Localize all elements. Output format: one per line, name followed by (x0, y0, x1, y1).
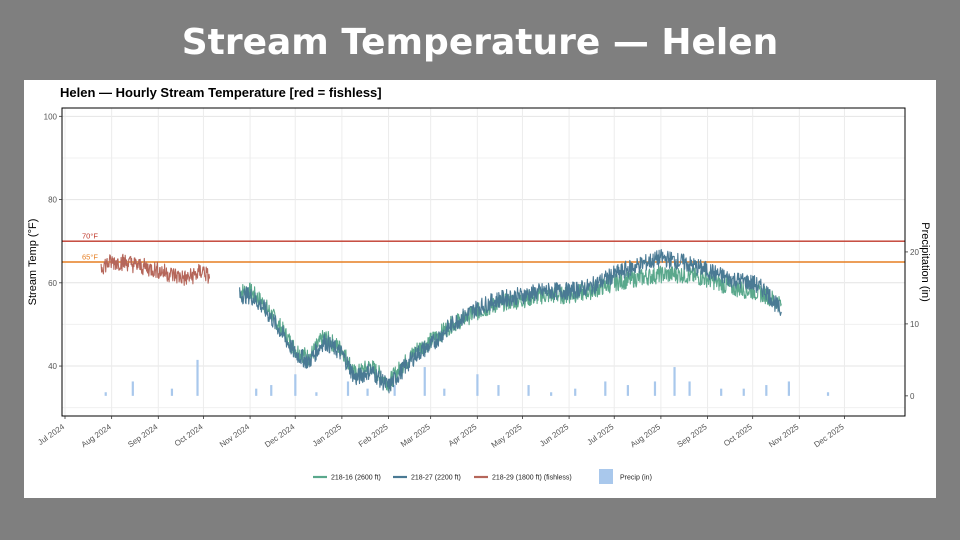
x-tick-label: Feb 2025 (357, 422, 390, 449)
precip-bar (527, 385, 530, 396)
precip-bar (550, 392, 553, 396)
precip-bar (497, 385, 500, 396)
precip-bar (423, 367, 426, 396)
x-tick-label: Oct 2024 (173, 422, 205, 448)
precip-bar (346, 381, 350, 396)
y-axis-title: Stream Temp (°F) (27, 219, 39, 306)
precip-bar (170, 388, 174, 396)
precip-bar (393, 385, 396, 396)
precip-bar (720, 388, 723, 396)
x-tick-label: Dec 2024 (263, 422, 297, 449)
y2-tick-label: 10 (910, 320, 919, 329)
y2-tick-label: 20 (910, 248, 919, 257)
reference-lines: 70°F 65°F (62, 232, 905, 263)
y-tick-label: 40 (48, 362, 57, 371)
x-tick-label: Nov 2025 (767, 422, 801, 449)
precip-bar (688, 381, 691, 396)
precip-bar (626, 385, 629, 396)
series-line (239, 249, 782, 394)
plot-border (61, 107, 906, 417)
series-line (100, 253, 211, 286)
x-tick-label: Sep 2025 (675, 422, 709, 449)
x-tick-label: Aug 2024 (80, 422, 114, 449)
x-tick-label: Mar 2025 (399, 422, 432, 449)
precip-bar (294, 374, 297, 396)
x-tick-label: May 2025 (490, 422, 524, 450)
legend-label: 218-16 (2600 ft) (331, 475, 381, 482)
x-tick-label: Apr 2025 (447, 422, 479, 448)
x-tick-label: Jan 2025 (311, 422, 344, 449)
precip-bar (366, 388, 369, 396)
legend-label: 218-27 (2200 ft) (411, 475, 461, 482)
legend: 218-16 (2600 ft) 218-27 (2200 ft) 218-29 (… (313, 469, 652, 484)
legend-label: Precip (in) (620, 475, 652, 482)
x-tick-label: Jul 2024 (36, 422, 66, 447)
slide-title: Stream Temperature — Helen (181, 22, 779, 63)
y2-tick-label: 0 (910, 392, 915, 401)
reference-line-label: 65°F (82, 253, 98, 262)
precip-bar (196, 359, 199, 396)
legend-swatch (599, 469, 613, 484)
x-tick-label: Aug 2025 (629, 422, 663, 449)
precip-bar (104, 392, 107, 396)
precip-bar (255, 388, 258, 396)
reference-line-label: 70°F (82, 232, 98, 241)
x-tick-label: Oct 2025 (722, 422, 754, 448)
x-tick-label: Dec 2025 (812, 422, 846, 449)
x-tick-label: Jul 2025 (585, 422, 615, 447)
precip-bar (131, 381, 134, 396)
y-tick-label: 60 (48, 279, 57, 288)
x-tick-label: Jun 2025 (538, 422, 571, 449)
y-tick-label: 100 (44, 112, 58, 121)
series-line (239, 265, 782, 392)
precip-bar (315, 392, 318, 396)
precip-bar (653, 381, 657, 396)
precip-bar (742, 388, 745, 396)
y-tick-label: 80 (48, 196, 57, 205)
precip-bar (270, 385, 273, 396)
chart-panel: 70°F 65°F 40 60 80 100 0 10 20 Jul 2024 Aug 2024 S… (24, 80, 936, 498)
precip-bar (574, 388, 577, 396)
precip-bar (765, 385, 768, 396)
chart-title: Helen — Hourly Stream Temperature [red =… (60, 85, 382, 100)
precip-bar (476, 374, 479, 396)
series-lines (100, 249, 782, 394)
chart-canvas: 70°F 65°F 40 60 80 100 0 10 20 Jul 2024 Aug 2024 S… (27, 107, 931, 484)
x-tick-label: Sep 2024 (126, 422, 160, 449)
precip-bar (443, 388, 446, 396)
y2-axis-title: Precipitation (in) (919, 222, 931, 301)
precip-bar (673, 367, 676, 396)
precip-bar (787, 381, 790, 396)
x-tick-label: Nov 2024 (218, 422, 252, 449)
legend-label: 218-29 (1800 ft) (fishless) (492, 475, 572, 482)
precip-bar (826, 392, 830, 396)
precip-bars (104, 359, 830, 396)
precip-bar (604, 381, 607, 396)
